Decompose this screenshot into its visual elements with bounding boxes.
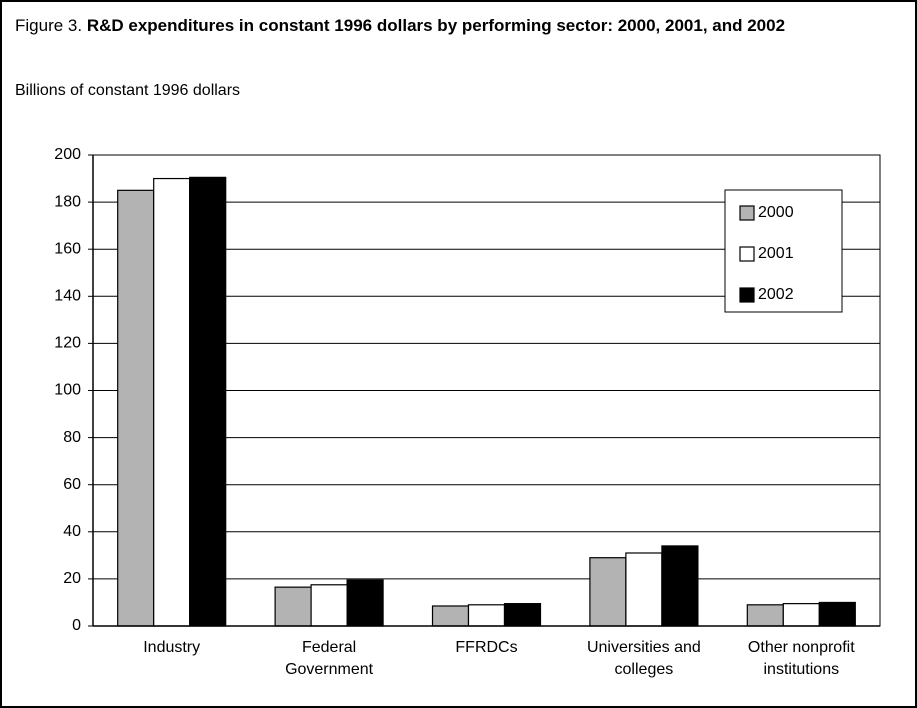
bar — [310, 584, 348, 627]
bar — [782, 603, 820, 627]
x-tick-label: Universities and colleges — [586, 639, 701, 678]
bar — [153, 177, 191, 627]
y-tick-label: 120 — [54, 335, 81, 352]
chart-title: R&D expenditures in constant 1996 dollar… — [86, 16, 786, 35]
bar — [661, 545, 699, 627]
bar — [818, 601, 856, 627]
y-tick-label: 20 — [63, 570, 81, 587]
figure-label: Figure 3. — [15, 16, 83, 35]
y-tick-label: 100 — [54, 382, 81, 399]
y-tick-label: 180 — [54, 193, 81, 210]
legend: 2000 2001 2002 — [724, 189, 843, 313]
x-tick-label: Federal Government — [285, 639, 374, 678]
bar — [274, 586, 312, 627]
bar — [625, 552, 663, 627]
bar — [117, 189, 155, 627]
bar — [346, 579, 384, 627]
x-tick-label: Industry — [143, 639, 201, 656]
chart-title-block: Figure 3. R&D expenditures in constant 1… — [15, 14, 835, 37]
legend-swatch — [739, 246, 755, 262]
y-tick-label: 80 — [63, 429, 81, 446]
y-tick-label: 0 — [72, 617, 81, 634]
y-tick-label: 200 — [54, 146, 81, 163]
y-tick-label: 40 — [63, 523, 81, 540]
y-tick-label: 160 — [54, 240, 81, 257]
y-tick-label: 60 — [63, 476, 81, 493]
legend-label: 2002 — [758, 286, 794, 303]
x-tick-label: Other nonprofit institutions — [747, 639, 855, 678]
bar — [746, 604, 784, 627]
bar — [431, 605, 470, 627]
bar — [503, 603, 542, 627]
y-tick-label: 140 — [54, 288, 81, 305]
bar — [189, 176, 227, 627]
legend-label: 2000 — [758, 204, 794, 221]
x-tick-label: FFRDCs — [455, 639, 518, 656]
y-axis-label: Billions of constant 1996 dollars — [15, 82, 241, 99]
legend-swatch — [739, 205, 755, 221]
bar — [467, 604, 506, 627]
legend-label: 2001 — [758, 245, 794, 262]
legend-swatch — [739, 287, 755, 303]
bar — [589, 557, 627, 627]
